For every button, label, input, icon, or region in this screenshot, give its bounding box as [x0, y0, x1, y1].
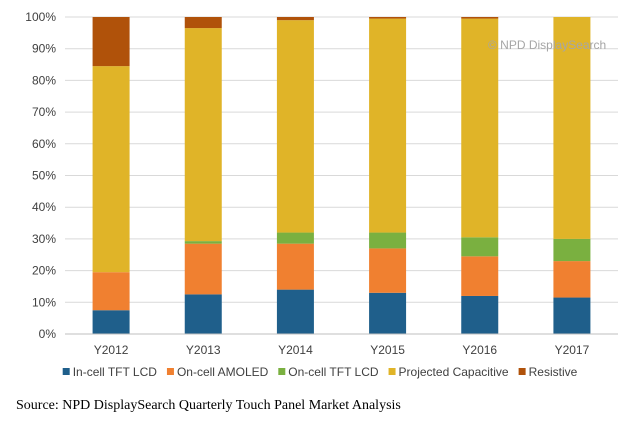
y-tick-label: 30% — [32, 232, 56, 246]
source-note: Source: NPD DisplaySearch Quarterly Touc… — [16, 398, 401, 413]
legend: In-cell TFT LCD On-cell AMOLED On-cell TFT… — [62, 365, 578, 379]
bar-segment — [553, 17, 591, 239]
x-tick-label: Y2017 — [555, 343, 590, 357]
bar-segment — [184, 17, 222, 29]
legend-swatch — [388, 368, 396, 375]
legend-swatch — [62, 368, 70, 375]
y-tick-label: 40% — [32, 200, 56, 214]
y-tick-label: 60% — [32, 137, 56, 151]
bar-segment — [461, 295, 499, 334]
y-axis-ticks: 0% 10% 20% 30% 40% 50% 60% 70% 80% 90% 100% — [25, 10, 56, 341]
watermark: © NPD DisplaySearch — [488, 38, 606, 52]
y-tick-label: 80% — [32, 73, 56, 87]
y-tick-label: 70% — [32, 105, 56, 119]
bar-segment — [276, 17, 314, 21]
bar-segment — [92, 310, 130, 334]
bar-segment — [553, 297, 591, 334]
bar-segment — [276, 232, 314, 244]
x-tick-label: Y2012 — [94, 343, 129, 357]
bar-segment — [276, 289, 314, 334]
bar-segment — [461, 256, 499, 296]
bar-segment — [553, 261, 591, 298]
legend-label: On-cell AMOLED — [177, 365, 269, 379]
legend-swatch — [278, 368, 286, 375]
y-tick-label: 50% — [32, 169, 56, 183]
y-tick-label: 0% — [39, 327, 57, 341]
bar-segment — [369, 292, 407, 334]
bar-segment — [369, 248, 407, 293]
bar-segment — [369, 18, 407, 233]
x-tick-label: Y2015 — [370, 343, 405, 357]
legend-swatch — [166, 368, 174, 375]
bars — [92, 17, 591, 334]
x-tick-label: Y2014 — [278, 343, 313, 357]
bar-segment — [461, 17, 499, 19]
bar-segment — [184, 243, 222, 295]
bar-segment — [184, 241, 222, 244]
bar-segment — [369, 232, 407, 249]
bar-segment — [276, 20, 314, 233]
bar-segment — [184, 294, 222, 334]
bar-segment — [276, 243, 314, 290]
y-tick-label: 10% — [32, 295, 56, 309]
gridlines — [65, 16, 618, 303]
bar-segment — [92, 17, 130, 67]
legend-label: In-cell TFT LCD — [73, 365, 158, 379]
y-tick-label: 100% — [25, 10, 56, 24]
bar-segment — [369, 17, 407, 19]
bar-segment — [461, 237, 499, 257]
legend-label: Resistive — [529, 365, 578, 379]
x-tick-label: Y2013 — [186, 343, 221, 357]
bar-segment — [184, 28, 222, 242]
bar-segment — [461, 18, 499, 238]
bar-segment — [92, 66, 130, 273]
x-tick-label: Y2016 — [462, 343, 497, 357]
legend-label: On-cell TFT LCD — [288, 365, 379, 379]
x-axis-ticks: Y2012 Y2013 Y2014 Y2015 Y2016 Y2017 — [94, 343, 590, 357]
bar-segment — [92, 272, 130, 311]
legend-label: Projected Capacitive — [399, 365, 509, 379]
legend-swatch — [518, 368, 526, 375]
y-tick-label: 90% — [32, 42, 56, 56]
bar-segment — [553, 238, 591, 262]
y-tick-label: 20% — [32, 264, 56, 278]
